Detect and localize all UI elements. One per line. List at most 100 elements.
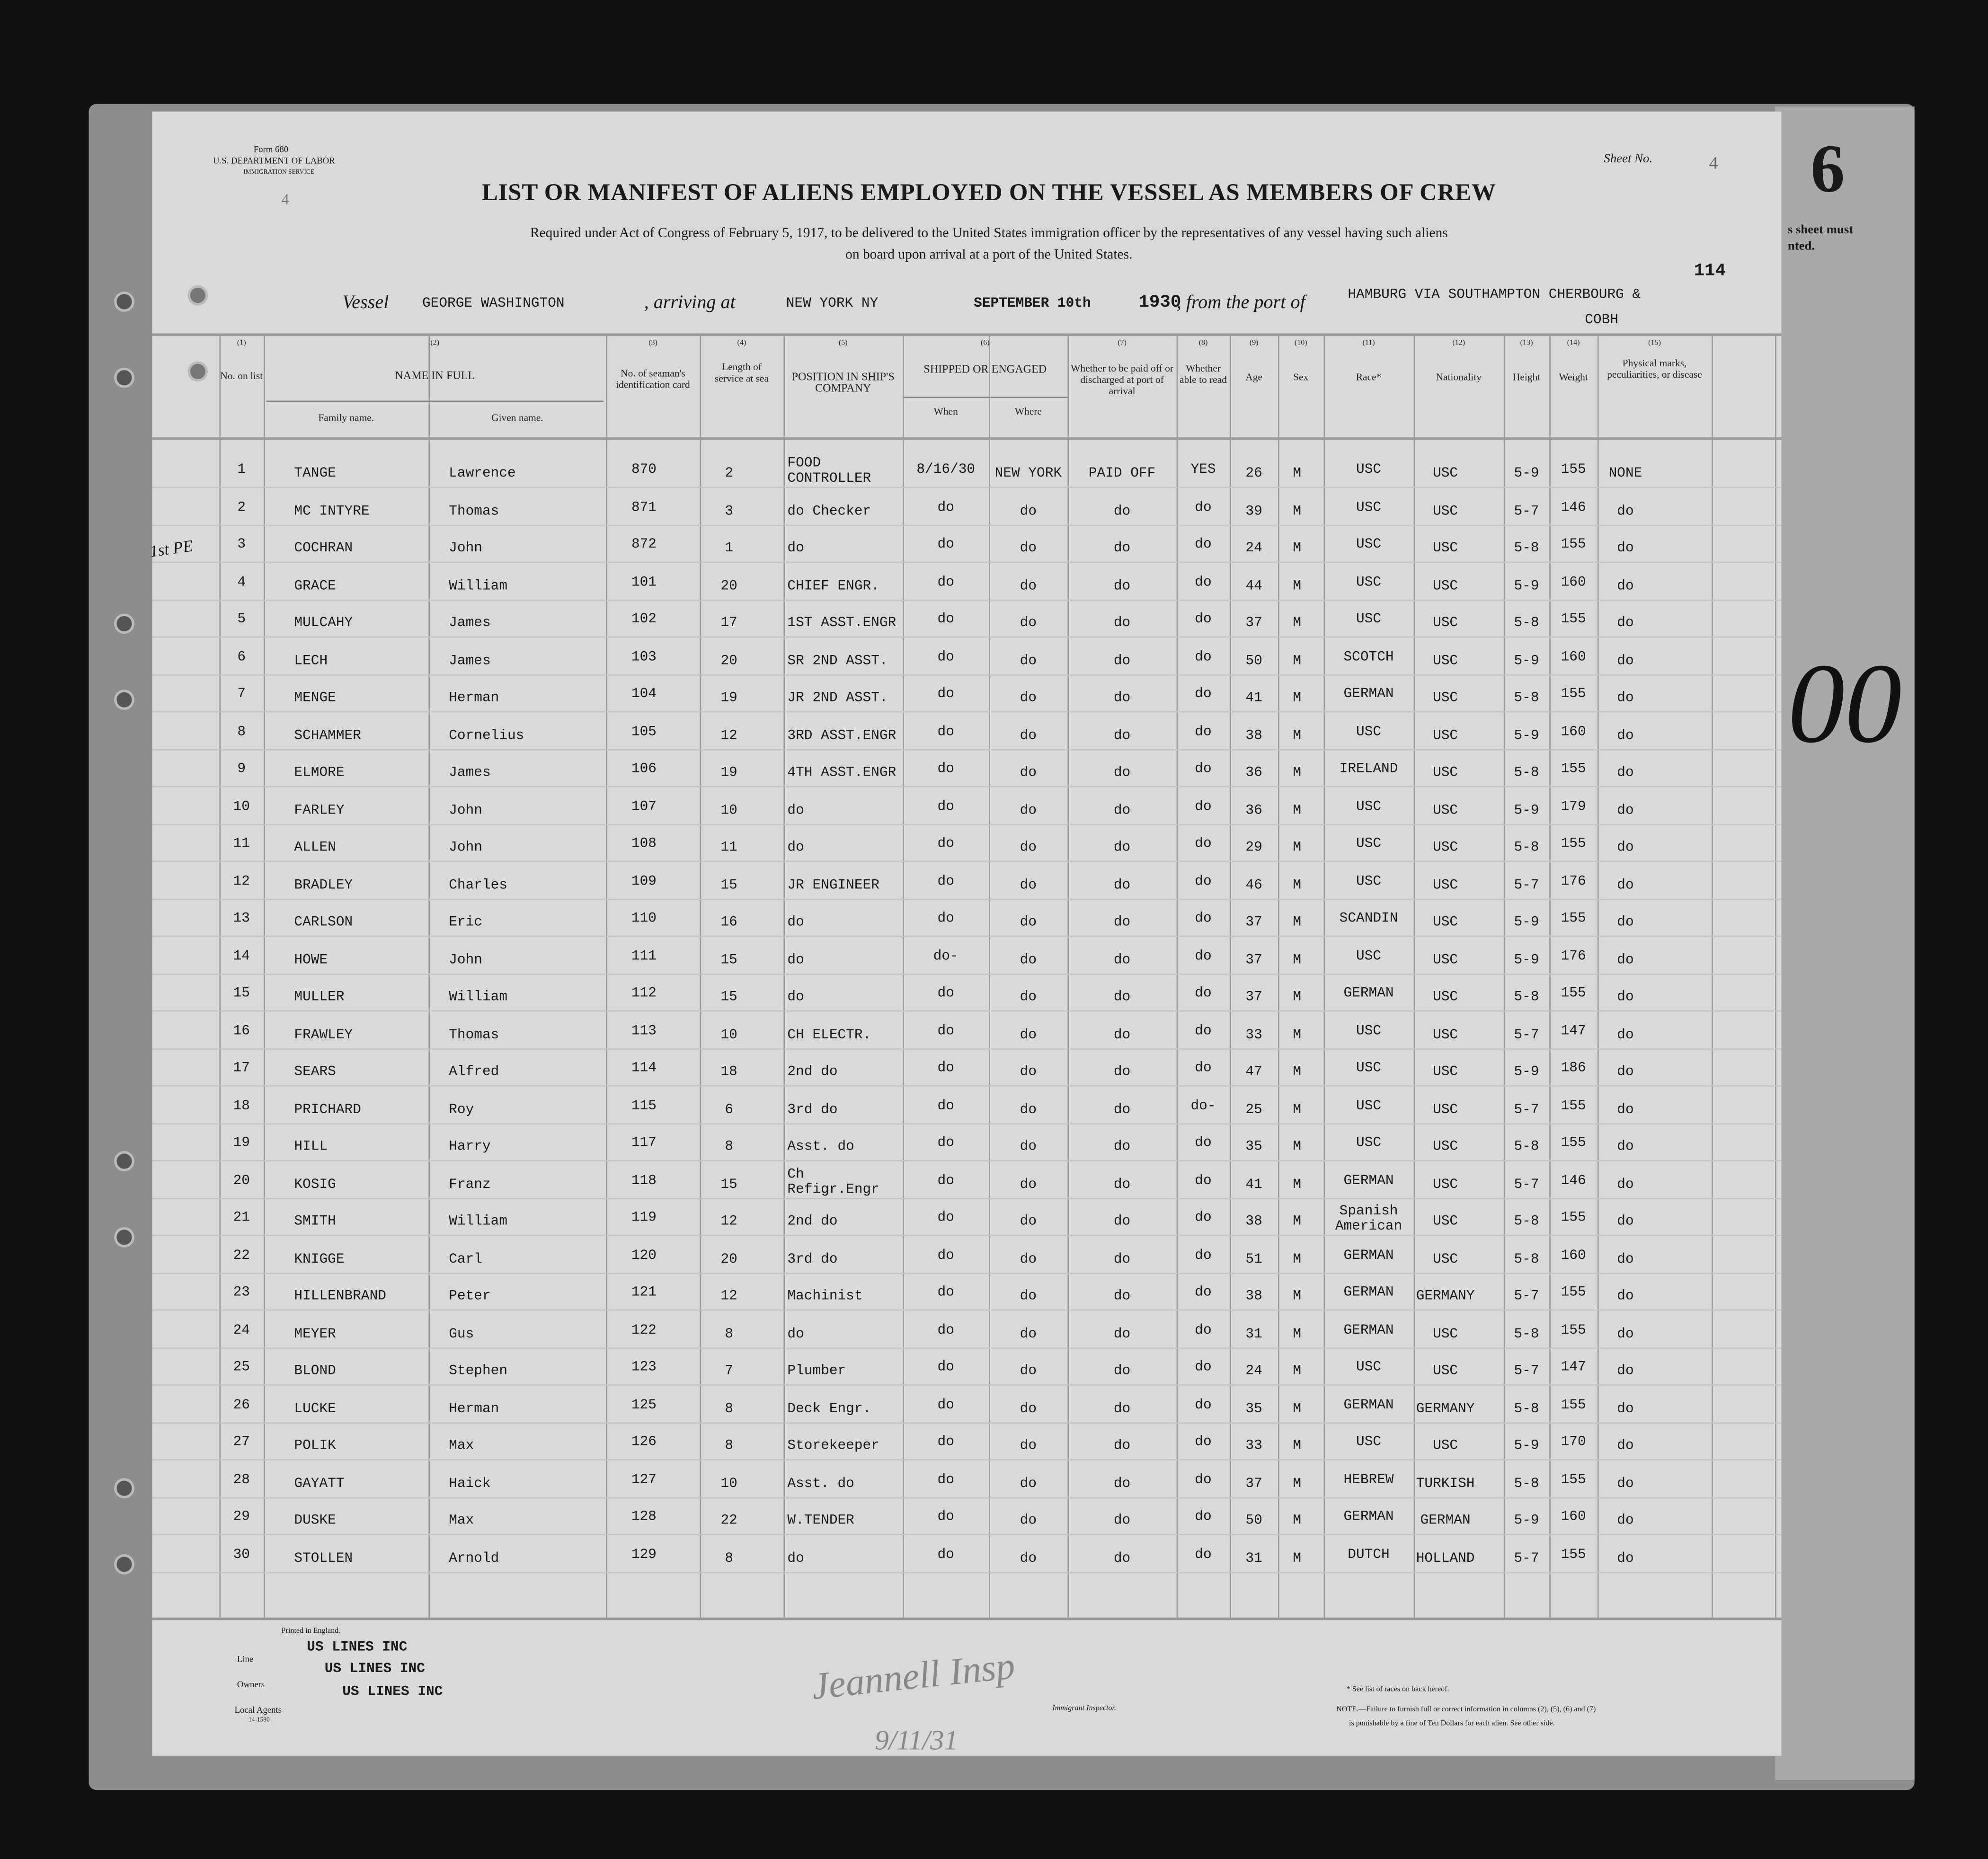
from-port-label: , from the port of (1176, 292, 1305, 313)
given-name: Carl (449, 1252, 482, 1267)
weight: 160 (1561, 1248, 1586, 1264)
position: do (787, 990, 804, 1006)
physical-marks: NONE (1608, 466, 1642, 482)
length-of-service: 15 (720, 990, 737, 1006)
physical-marks: do (1617, 728, 1634, 744)
race: HEBREW (1343, 1472, 1394, 1488)
age: 31 (1245, 1327, 1262, 1342)
sex: M (1293, 1140, 1302, 1155)
row-number: 2 (237, 500, 246, 515)
race: USC (1356, 724, 1382, 740)
nationality: USC (1433, 1027, 1458, 1043)
family-name: ALLEN (294, 840, 336, 856)
row-number: 26 (233, 1398, 250, 1413)
age: 29 (1245, 840, 1262, 856)
length-of-service: 12 (720, 728, 737, 744)
col-name-header: NAME IN FULL (395, 369, 475, 382)
paid-off: do (1113, 578, 1131, 594)
physical-marks: do (1617, 915, 1634, 931)
weight: 155 (1561, 836, 1586, 852)
length-of-service: 12 (720, 1214, 737, 1230)
height: 5-7 (1514, 1027, 1539, 1043)
length-of-service: 19 (720, 765, 737, 781)
row-number: 27 (233, 1435, 250, 1451)
position: 4TH ASST.ENGR (787, 765, 896, 781)
position: SR 2ND ASST. (787, 653, 888, 669)
punch-hole (116, 1153, 132, 1169)
length-of-service: 10 (720, 1476, 737, 1492)
height: 5-9 (1514, 803, 1539, 819)
shipped-where: do (1020, 765, 1037, 781)
shipped-when: do- (933, 948, 958, 965)
page-title: LIST OR MANIFEST OF ALIENS EMPLOYED ON T… (481, 180, 1496, 207)
nationality: USC (1433, 690, 1458, 706)
family-name: SCHAMMER (294, 728, 361, 744)
shipped-when: do (937, 874, 954, 890)
nationality: USC (1433, 1065, 1458, 1080)
department: U.S. DEPARTMENT OF LABOR (213, 156, 335, 166)
able-to-read: do (1195, 799, 1212, 815)
height: 5-9 (1514, 915, 1539, 931)
punch-hole (116, 1557, 132, 1572)
age: 33 (1245, 1027, 1262, 1043)
position: Asst. do (787, 1140, 854, 1155)
paid-off: do (1113, 1140, 1131, 1155)
race: USC (1356, 537, 1382, 553)
column-rule (1712, 336, 1713, 1619)
physical-marks: do (1617, 541, 1634, 557)
position: CH ELECTR. (787, 1027, 871, 1043)
id-card-no: 111 (631, 948, 657, 965)
id-card-no: 101 (631, 575, 657, 590)
paid-off: do (1113, 915, 1131, 931)
row-rule (152, 1010, 1782, 1012)
row-rule (152, 1234, 1782, 1236)
weight: 155 (1561, 1136, 1586, 1151)
length-of-service: 10 (720, 803, 737, 819)
punch-hole (190, 288, 205, 303)
race: USC (1356, 500, 1382, 515)
row-rule (152, 673, 1782, 675)
id-card-no: 125 (631, 1398, 657, 1413)
column-number: (14) (1567, 339, 1580, 347)
able-to-read: do (1195, 1398, 1212, 1413)
column-rule (606, 336, 608, 1619)
position: 2nd do (787, 1214, 838, 1230)
able-to-read: do (1195, 1211, 1212, 1226)
able-to-read: do- (1190, 1098, 1216, 1114)
weight: 155 (1561, 761, 1586, 777)
length-of-service: 22 (720, 1514, 737, 1529)
column-number: (10) (1294, 339, 1307, 347)
weight: 146 (1561, 500, 1586, 515)
weight: 170 (1561, 1435, 1586, 1451)
race: USC (1356, 1023, 1382, 1039)
paid-off: do (1113, 1214, 1131, 1230)
line-value: US LINES INC (307, 1640, 408, 1656)
column-number: (15) (1648, 339, 1661, 347)
service: IMMIGRATION SERVICE (243, 169, 314, 177)
weight: 155 (1561, 1547, 1586, 1563)
family-name: MULLER (294, 990, 345, 1006)
weight: 155 (1561, 1398, 1586, 1413)
nationality: GERMANY (1416, 1289, 1475, 1305)
age: 37 (1245, 915, 1262, 931)
col-length-header: Length of service at sea (714, 361, 769, 384)
age: 24 (1245, 1364, 1262, 1380)
id-card-no: 105 (631, 724, 657, 740)
shipped-where: do (1020, 1027, 1037, 1043)
weight: 147 (1561, 1023, 1586, 1039)
able-to-read: do (1195, 948, 1212, 965)
height: 5-9 (1514, 1514, 1539, 1529)
length-of-service: 12 (720, 1289, 737, 1305)
sex: M (1293, 1401, 1302, 1417)
sex: M (1293, 466, 1302, 482)
id-card-no: 117 (631, 1136, 657, 1151)
row-number: 29 (233, 1510, 250, 1525)
weight: 146 (1561, 1173, 1586, 1189)
height: 5-8 (1514, 1476, 1539, 1492)
nationality: USC (1433, 1439, 1458, 1454)
shipped-where: do (1020, 803, 1037, 819)
able-to-read: do (1195, 1285, 1212, 1301)
shipped-where: do (1020, 1065, 1037, 1080)
manifest-paper (152, 111, 1782, 1756)
race: GERMAN (1343, 1510, 1394, 1525)
